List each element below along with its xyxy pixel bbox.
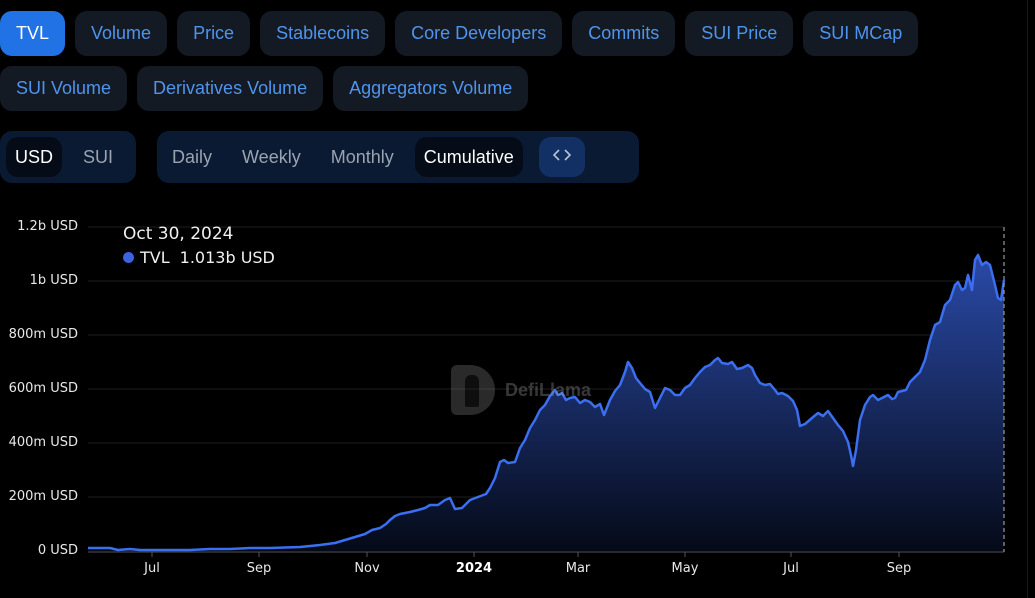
embed-button[interactable] — [538, 137, 585, 177]
period-option-daily[interactable]: Daily — [172, 147, 213, 167]
series-dot-icon — [123, 252, 134, 263]
tab-volume[interactable]: Volume — [75, 11, 168, 56]
period-option-monthly[interactable]: Monthly — [330, 147, 394, 167]
x-tick-mar-2024: Mar — [565, 561, 591, 576]
defillama-watermark: DefiLlama — [451, 365, 591, 415]
tooltip-value: 1.013b USD — [179, 248, 275, 267]
period-option-weekly[interactable]: Weekly — [242, 147, 301, 167]
y-tick-1-2b: 1.2b USD — [17, 219, 78, 234]
chart-tooltip: Oct 30, 2024 TVL 1.013b USD — [123, 224, 275, 267]
x-tick-jul-2024: Jul — [783, 561, 799, 576]
y-tick-400m: 400m USD — [8, 435, 78, 450]
x-tick-may-2024: May — [671, 561, 699, 576]
code-brackets-icon — [552, 148, 571, 167]
llama-logo-icon — [451, 365, 495, 415]
tooltip-series-name: TVL — [140, 248, 170, 267]
x-axis — [88, 551, 1004, 557]
tooltip-date: Oct 30, 2024 — [123, 224, 234, 244]
currency-toggle: USD SUI — [0, 131, 136, 183]
currency-option-usd[interactable]: USD — [6, 137, 63, 177]
y-tick-0: 0 USD — [37, 543, 78, 558]
tvl-chart[interactable]: 1.2b USD 1b USD 800m USD 600m USD 400m U… — [0, 200, 1035, 598]
period-option-cumulative[interactable]: Cumulative — [414, 137, 523, 177]
y-tick-600m: 600m USD — [8, 381, 78, 396]
watermark-text: DefiLlama — [505, 379, 592, 400]
currency-option-sui[interactable]: SUI — [83, 147, 114, 167]
tab-tvl[interactable]: TVL — [0, 11, 66, 56]
tab-sui-mcap[interactable]: SUI MCap — [803, 11, 919, 56]
x-tick-jul-2023: Jul — [144, 561, 160, 576]
tvl-area — [88, 255, 1004, 551]
tab-aggregators-volume[interactable]: Aggregators Volume — [333, 66, 529, 111]
metric-tabs-row-1: TVL Volume Price Stablecoins Core Develo… — [0, 11, 919, 56]
tab-price[interactable]: Price — [177, 11, 251, 56]
tab-core-developers[interactable]: Core Developers — [395, 11, 563, 56]
y-tick-1b: 1b USD — [29, 273, 78, 288]
x-tick-sep-2023: Sep — [246, 561, 272, 576]
y-tick-200m: 200m USD — [8, 489, 78, 504]
metric-tabs-row-2: SUI Volume Derivatives Volume Aggregator… — [0, 66, 529, 111]
tab-sui-volume[interactable]: SUI Volume — [0, 66, 128, 111]
period-toggle: Daily Weekly Monthly Cumulative — [157, 131, 639, 183]
tvl-line — [88, 253, 1006, 552]
chart-plot — [88, 226, 1006, 557]
tab-sui-price[interactable]: SUI Price — [685, 11, 794, 56]
scrollbar-divider — [1027, 0, 1028, 598]
y-tick-800m: 800m USD — [8, 327, 78, 342]
tab-derivatives-volume[interactable]: Derivatives Volume — [137, 66, 324, 111]
tab-stablecoins[interactable]: Stablecoins — [260, 11, 386, 56]
x-tick-2024: 2024 — [455, 561, 493, 576]
x-tick-nov-2023: Nov — [354, 561, 380, 576]
x-tick-sep-2024: Sep — [886, 561, 912, 576]
tab-commits[interactable]: Commits — [572, 11, 676, 56]
tooltip-row: TVL 1.013b USD — [123, 248, 275, 267]
